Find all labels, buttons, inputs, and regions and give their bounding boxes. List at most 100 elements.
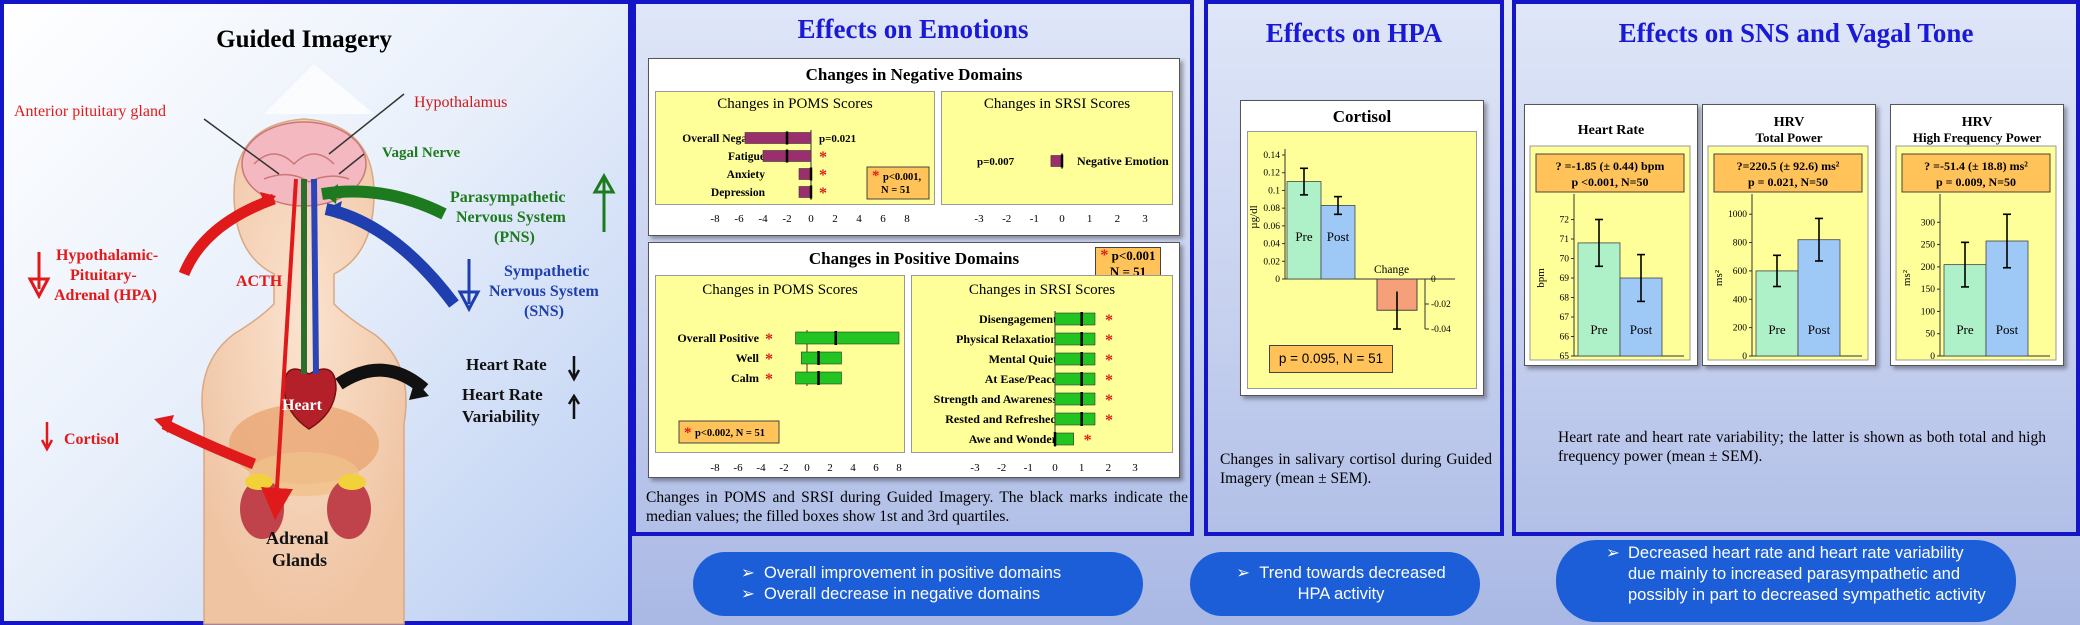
pos-srsi-quartile-box xyxy=(1054,332,1096,346)
cortisol-ytick: 0.06 xyxy=(1263,222,1280,232)
heart-rate-ytick: 72 xyxy=(1560,216,1570,226)
label-sns-1: Sympathetic xyxy=(504,263,589,280)
heart-rate-title: Heart Rate xyxy=(1578,123,1644,138)
cortisol-bar-label: Post xyxy=(1327,229,1350,244)
neg-poms-quartile-box xyxy=(744,132,812,144)
pos-srsi-category-label: Awe and Wonder xyxy=(969,432,1058,446)
pos-poms-quartile-box xyxy=(795,331,900,345)
label-sns-3: (SNS) xyxy=(524,303,564,320)
label-hypothalamus: Hypothalamus xyxy=(414,94,507,111)
heart-rate-stat-line1: ? =-1.85 (± 0.44) bpm xyxy=(1556,159,1665,173)
label-pns-2: Nervous System xyxy=(456,209,566,226)
neg-poms-stat-star: * xyxy=(872,168,880,184)
cortisol-ytick: 0.1 xyxy=(1268,186,1280,196)
hpa-caption: Changes in salivary cortisol during Guid… xyxy=(1220,451,1492,487)
positive-domains-svg: -8 -6 -4 -2 0 2 4 6 8 Overall Positive * Well * Calm *… xyxy=(677,311,1138,474)
emotions-bullet-2: ➢ Overall decrease in negative domains xyxy=(741,585,1041,603)
hrv-hf-stat-line2: p = 0.009, N=50 xyxy=(1936,175,2016,189)
label-hpa-2: Pituitary- xyxy=(70,267,137,284)
hrv-total-ytick: 200 xyxy=(1733,324,1748,334)
neg-poms-xtick: 2 xyxy=(832,213,838,225)
label-adrenal-2: Glands xyxy=(272,550,327,570)
hrv-hf-stat-line1: ? =-51.4 (± 18.8) ms² xyxy=(1924,159,2028,173)
hrv-total-bar-label: Post xyxy=(1808,322,1831,337)
neg-poms-xtick: -6 xyxy=(734,213,744,225)
hrv-total-bar-label: Pre xyxy=(1768,322,1786,337)
cortisol-bar xyxy=(1320,205,1356,280)
neg-poms-annotation: * xyxy=(819,185,827,202)
emotions-summary-pill: ➢ Overall improvement in positive domain… xyxy=(693,552,1143,616)
heart-rate-ytick: 67 xyxy=(1560,313,1570,323)
hrv-total-subtitle: Total Power xyxy=(1755,130,1822,145)
sns-bullet: Decreased heart rate and heart rate vari… xyxy=(1628,544,1986,604)
cortisol-bar xyxy=(1286,181,1322,280)
neg-srsi-category-label: Negative Emotion xyxy=(1077,154,1169,168)
pos-srsi-quartile-box xyxy=(1054,412,1096,426)
pos-poms-xtick: -4 xyxy=(756,462,766,474)
pos-poms-xtick: 2 xyxy=(827,462,833,474)
neg-poms-xtick: -4 xyxy=(758,213,768,225)
hrv-total-ytick: 0 xyxy=(1742,352,1747,362)
heart-rate-ytick: 68 xyxy=(1560,294,1570,304)
neg-poms-xtick: -2 xyxy=(782,213,791,225)
pos-srsi-xtick: 1 xyxy=(1079,462,1085,474)
pos-srsi-category-label: Disengagement xyxy=(979,312,1057,326)
hpa-title: Effects on HPA xyxy=(1265,18,1443,48)
neg-poms-xtick: 0 xyxy=(808,213,814,225)
heart-rate-stat-line2: p <0.001, N=50 xyxy=(1571,175,1648,189)
neg-srsi-xtick: -1 xyxy=(1030,213,1039,225)
hrv-hf-stat-box xyxy=(1901,153,2051,193)
negative-domains-box: Changes in Negative Domains Changes in P… xyxy=(648,58,1180,236)
pos-poms-xtick: -2 xyxy=(779,462,788,474)
pos-srsi-xtick: 2 xyxy=(1106,462,1112,474)
heart-rate-ytick: 66 xyxy=(1560,333,1570,343)
illustration-panel: Guided Imagery xyxy=(0,0,632,625)
hrv-hf-bar-label: Post xyxy=(1996,322,2019,337)
cortisol-ytick: 0.04 xyxy=(1263,240,1280,250)
label-anterior-pituitary: Anterior pituitary gland xyxy=(14,103,166,120)
pos-srsi-annotation: * xyxy=(1105,392,1113,409)
label-hpa-1: Hypothalamic- xyxy=(56,247,158,264)
pos-poms-xtick: -6 xyxy=(733,462,743,474)
pos-srsi-category-label: Physical Relaxation xyxy=(956,332,1057,346)
pos-srsi-annotation: * xyxy=(1084,432,1092,449)
neg-srsi-annotation: p=0.007 xyxy=(977,156,1015,168)
pos-poms-xtick: 6 xyxy=(873,462,879,474)
neg-srsi-xtick: 3 xyxy=(1142,213,1148,225)
pos-srsi-category-label: Strength and Awareness xyxy=(934,392,1058,406)
neg-srsi-subtitle: Changes in SRSI Scores xyxy=(983,96,1131,112)
neg-poms-category-label: Overall Negative xyxy=(682,133,765,145)
neg-srsi-quartile-box xyxy=(1050,155,1063,167)
pos-srsi-annotation: * xyxy=(1105,352,1113,369)
emotions-caption: Changes in POMS and SRSI during Guided I… xyxy=(646,489,1188,525)
positive-domains-box: Changes in Positive Domains * p<0.001 N =… xyxy=(648,242,1180,478)
pos-poms-stat-box xyxy=(678,420,780,444)
hrv-total-ytick: 400 xyxy=(1733,295,1748,305)
label-pns-1: Parasympathetic xyxy=(450,189,566,206)
cortisol-ytick: 0.08 xyxy=(1263,204,1280,214)
label-hrv-2: Variability xyxy=(462,407,540,426)
neg-poms-annotation: p=0.021 xyxy=(819,133,856,145)
pos-srsi-annotation: * xyxy=(1105,332,1113,349)
heart-rate-ylabel: bpm xyxy=(1535,268,1547,288)
pos-srsi-subtitle: Changes in SRSI Scores xyxy=(968,282,1116,298)
pos-srsi-annotation: * xyxy=(1105,372,1113,389)
pos-poms-subtitle: Changes in POMS Scores xyxy=(702,282,858,298)
cortisol-ytick: 0 xyxy=(1275,275,1280,285)
neg-srsi-xtick: -3 xyxy=(974,213,984,225)
pos-srsi-quartile-box xyxy=(1054,312,1096,326)
neg-srsi-xtick: 1 xyxy=(1087,213,1093,225)
neg-poms-category-label: Depression xyxy=(711,187,766,199)
pos-poms-annotation: * xyxy=(765,371,773,388)
neg-poms-subtitle: Changes in POMS Scores xyxy=(717,96,873,112)
hrv-total-ytick: 600 xyxy=(1733,267,1748,277)
hrv-hf-title: HRV xyxy=(1962,115,1993,130)
pos-poms-stat-text: p<0.002, N = 51 xyxy=(695,428,765,439)
heart-rate-ytick: 69 xyxy=(1560,274,1570,284)
positive-domains-title: Changes in Positive Domains xyxy=(808,249,1020,268)
neg-srsi-xtick: -2 xyxy=(1002,213,1011,225)
pos-poms-quartile-box xyxy=(800,351,842,365)
neg-poms-quartile-box xyxy=(798,168,812,180)
hrv-total-stat-box xyxy=(1713,153,1863,193)
heart-rate-ytick: 65 xyxy=(1560,352,1570,362)
